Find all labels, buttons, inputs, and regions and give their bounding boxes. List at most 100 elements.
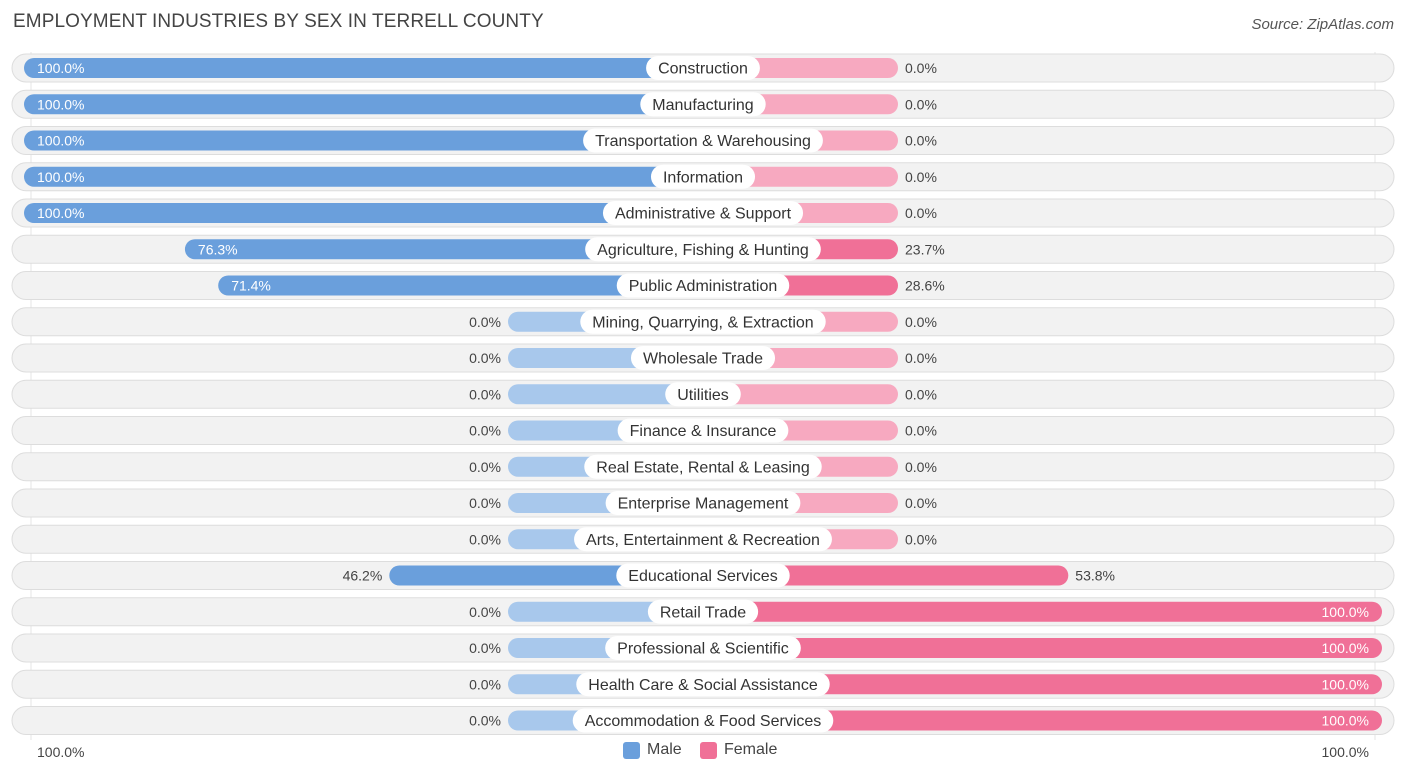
axis-right-label: 100.0%: [1321, 744, 1369, 760]
female-bar: [703, 638, 1382, 658]
legend-male-swatch: [623, 741, 640, 759]
category-label-pill: [616, 273, 790, 298]
female-value-label: 100.0%: [1322, 713, 1369, 729]
female-bar: [703, 565, 1069, 586]
male-bar: [24, 130, 703, 151]
male-value-label: 0.0%: [469, 314, 501, 330]
male-bar: [508, 384, 703, 405]
female-value-label: 0.0%: [905, 531, 937, 547]
female-value-label: 0.0%: [905, 169, 937, 185]
legend-male: Male: [623, 741, 682, 759]
female-value-label: 0.0%: [905, 459, 937, 475]
female-bar: [703, 710, 1382, 731]
male-bar: [24, 58, 703, 78]
category-label-pill: [574, 527, 832, 552]
legend-female-swatch: [700, 741, 717, 759]
category-label-pill: [580, 309, 826, 334]
category-label-pill: [647, 599, 759, 624]
female-value-label: 0.0%: [905, 314, 937, 330]
female-value-label: 0.0%: [905, 386, 937, 402]
male-value-label: 0.0%: [469, 713, 501, 729]
category-label: Arts, Entertainment & Recreation: [586, 532, 820, 549]
chart: 100.0% 0.0% Construction 100.0% 0.0% Manufact…: [11, 52, 1395, 740]
male-bar: [24, 94, 703, 115]
category-label: Agriculture, Fishing & Hunting: [597, 242, 809, 259]
category-label-pill: [665, 382, 741, 407]
category-label: Transportation & Warehousing: [595, 133, 811, 150]
legend-male-label: Male: [647, 741, 682, 758]
category-label: Health Care & Social Assistance: [588, 677, 818, 694]
legend-female: Female: [700, 741, 777, 759]
category-label: Utilities: [677, 387, 729, 404]
category-label-pill: [616, 563, 790, 588]
female-value-label: 0.0%: [905, 205, 937, 221]
female-bar: [703, 384, 898, 405]
legend: Male Female: [0, 741, 1406, 765]
male-value-label: 0.0%: [469, 531, 501, 547]
category-label: Public Administration: [629, 278, 778, 295]
female-value-label: 100.0%: [1322, 604, 1369, 620]
category-label: Finance & Insurance: [630, 423, 777, 440]
female-bar: [703, 674, 1382, 695]
category-label-pill: [640, 92, 766, 117]
category-label-pill: [605, 491, 801, 515]
legend-female-label: Female: [724, 741, 778, 758]
female-value-label: 0.0%: [905, 60, 937, 76]
category-label-pill: [584, 454, 822, 479]
male-value-label: 100.0%: [37, 169, 84, 185]
category-label: Real Estate, Rental & Leasing: [596, 459, 809, 476]
category-label: Educational Services: [628, 568, 777, 585]
category-label: Wholesale Trade: [643, 351, 763, 368]
category-label: Accommodation & Food Services: [585, 713, 822, 730]
axis-left-label: 100.0%: [37, 744, 85, 760]
category-label: Information: [663, 169, 743, 186]
category-label-pill: [585, 237, 821, 262]
male-value-label: 0.0%: [469, 386, 501, 402]
female-bar: [703, 601, 1382, 622]
female-value-label: 0.0%: [905, 423, 937, 439]
category-label-pill: [650, 164, 756, 189]
male-value-label: 100.0%: [37, 205, 84, 221]
male-value-label: 0.0%: [469, 495, 501, 511]
category-label-pill: [605, 636, 801, 660]
male-bar: [24, 203, 703, 223]
category-label-pill: [572, 708, 834, 733]
male-value-label: 71.4%: [231, 278, 271, 294]
male-value-label: 76.3%: [198, 241, 238, 257]
male-value-label: 0.0%: [469, 350, 501, 366]
female-value-label: 0.0%: [905, 350, 937, 366]
category-label-pill: [646, 56, 760, 80]
source-label: Source: ZipAtlas.com: [1251, 16, 1394, 33]
category-label-pill: [602, 201, 804, 225]
male-value-label: 100.0%: [37, 133, 84, 149]
female-value-label: 100.0%: [1322, 676, 1369, 692]
category-label: Manufacturing: [652, 97, 753, 114]
category-label: Enterprise Management: [618, 496, 789, 513]
category-label: Retail Trade: [660, 604, 746, 621]
male-value-label: 0.0%: [469, 459, 501, 475]
chart-title: EMPLOYMENT INDUSTRIES BY SEX IN TERRELL …: [13, 11, 544, 32]
male-value-label: 0.0%: [469, 640, 501, 656]
male-value-label: 0.0%: [469, 423, 501, 439]
category-label-pill: [583, 128, 823, 153]
female-value-label: 53.8%: [1075, 568, 1115, 584]
female-value-label: 0.0%: [905, 133, 937, 149]
male-value-label: 0.0%: [469, 604, 501, 620]
category-label: Administrative & Support: [615, 206, 792, 223]
category-label: Mining, Quarrying, & Extraction: [592, 314, 813, 331]
male-value-label: 100.0%: [37, 96, 84, 112]
male-bar: [24, 166, 703, 187]
female-value-label: 23.7%: [905, 241, 945, 257]
category-label: Construction: [658, 61, 748, 78]
male-value-label: 46.2%: [343, 568, 383, 584]
female-value-label: 0.0%: [905, 96, 937, 112]
category-label-pill: [617, 418, 789, 443]
female-value-label: 28.6%: [905, 278, 945, 294]
category-label-pill: [630, 346, 776, 370]
female-value-label: 0.0%: [905, 495, 937, 511]
category-label: Professional & Scientific: [617, 641, 789, 658]
female-value-label: 100.0%: [1322, 640, 1369, 656]
male-value-label: 100.0%: [37, 60, 84, 76]
male-bar: [218, 275, 703, 296]
male-bar: [184, 239, 704, 260]
